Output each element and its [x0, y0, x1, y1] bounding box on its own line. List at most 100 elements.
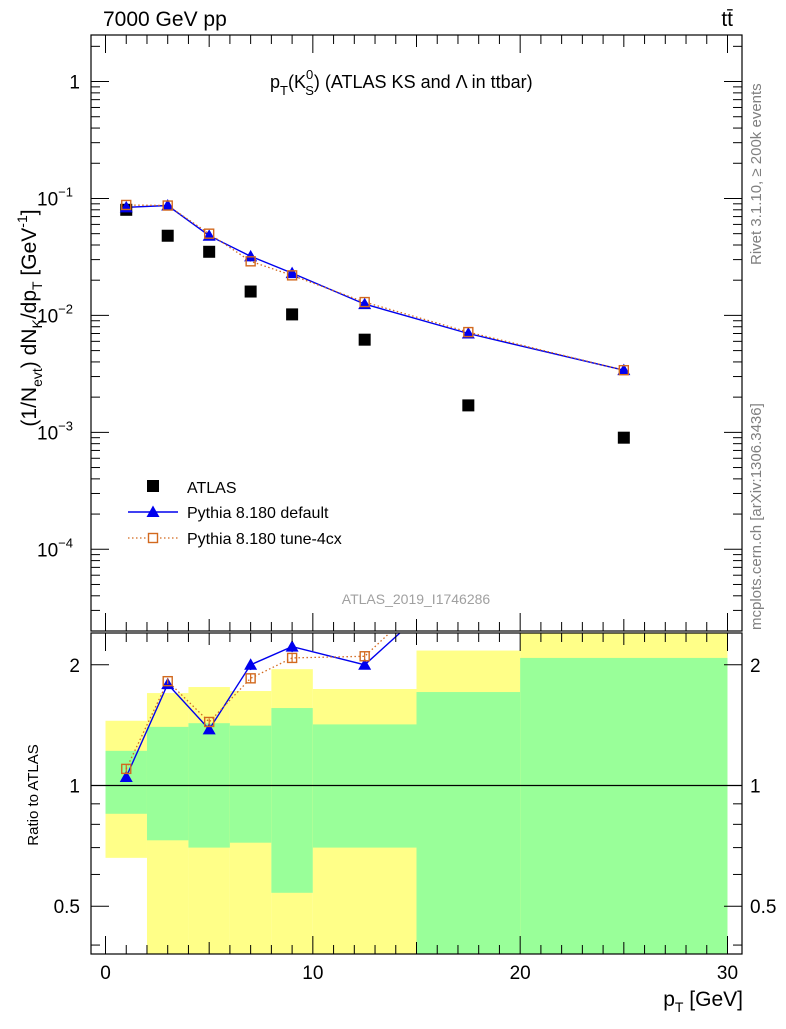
- main-y-axis-label: (1/Nevt) dNK/dpT [GeV-1]: [14, 209, 45, 426]
- rivet-label: Rivet 3.1.10, ≥ 200k events: [748, 83, 765, 265]
- main-series-lines: [126, 204, 624, 371]
- band-stat-0: [105, 750, 147, 814]
- ylabel-d-sup: -1: [14, 215, 30, 228]
- ylabel-a: (1/N: [18, 387, 41, 427]
- main-y-tick-label: 10−1: [37, 184, 73, 210]
- main-panel: 110−110−210−310−4 pT(K0 S) (ATLAS KS and …: [14, 34, 743, 632]
- xlabel-main: p: [663, 988, 675, 1011]
- ratio-y-tick-label-right: 2: [750, 656, 761, 677]
- data-point-tune: [162, 200, 173, 211]
- tick-base: 10: [37, 540, 58, 561]
- data-point-atlas: [244, 285, 257, 298]
- x-axis-label: pT [GeV]: [663, 988, 743, 1015]
- header-left: 7000 GeV pp: [103, 8, 227, 31]
- data-point-tune: [121, 199, 132, 211]
- ratio-point-tune: [245, 673, 256, 684]
- ylabel-b-sub: K: [29, 319, 45, 329]
- ratio-y-tick-label-left: 2: [69, 656, 80, 677]
- ratio-y-tick-label-left: 0.5: [54, 897, 80, 918]
- ratio-point-default: [119, 770, 133, 782]
- main-series-markers: [119, 199, 631, 444]
- ratio-point-default: [202, 722, 216, 735]
- xlabel-unit: [GeV]: [683, 988, 743, 1011]
- ratio-point-tune: [286, 652, 298, 664]
- data-point-atlas: [286, 308, 299, 321]
- data-point-default: [161, 199, 175, 211]
- ratio-y-tick-label-right: 0.5: [750, 897, 776, 918]
- mcplots-label: mcplots.cern.ch [arXiv:1306.3436]: [748, 403, 765, 630]
- tick-base: 10: [37, 189, 58, 210]
- title-lambda: Λ: [451, 72, 468, 92]
- ratio-point-tune: [359, 651, 370, 662]
- data-point-atlas: [462, 399, 475, 412]
- tick-exponent: −3: [58, 418, 73, 433]
- header-right: tt̄: [721, 8, 733, 31]
- data-point-tune: [618, 364, 630, 376]
- ratio-y-tick-label-left: 1: [69, 776, 80, 797]
- title-p: p: [270, 72, 280, 92]
- main-y-tick-label: 10−3: [37, 418, 73, 444]
- x-tick-label: 10: [302, 963, 323, 984]
- ylabel-a-sub: evt: [29, 368, 45, 387]
- ylabel-d: [GeV: [18, 228, 41, 282]
- legend: ATLAS Pythia 8.180 default Pythia 8.180 …: [128, 480, 342, 548]
- ylabel-c: /dp: [18, 290, 41, 319]
- title-K-sub: S: [305, 83, 314, 98]
- data-point-atlas: [617, 431, 630, 444]
- data-point-default: [461, 327, 475, 339]
- ratio-point-default: [285, 640, 299, 652]
- legend-atlas-marker: [147, 480, 159, 492]
- ratio-x-tick-labels: 0 10 20 30: [100, 963, 738, 984]
- legend-tune-label: Pythia 8.180 tune-4cx: [187, 531, 342, 548]
- main-y-ticks: [91, 45, 742, 632]
- chart-title: pT(K0 S) (ATLAS KS and Λ in ttbar): [270, 67, 533, 98]
- legend-atlas-label: ATLAS: [187, 480, 237, 497]
- ratio-y-tick-label-right: 1: [750, 776, 761, 797]
- ratio-point-default: [244, 658, 258, 670]
- data-point-atlas: [161, 229, 174, 242]
- data-point-default: [617, 363, 631, 376]
- x-tick-label: 20: [510, 963, 531, 984]
- data-point-atlas: [203, 245, 216, 258]
- ratio-y-tick-labels: 2 2 1 1 0.5 0.5: [54, 656, 777, 918]
- band-stat-1: [146, 726, 189, 841]
- main-y-tick-labels: 110−110−210−310−4: [37, 73, 80, 562]
- title-T: T: [280, 83, 288, 98]
- title-paren-open: (K: [288, 72, 306, 92]
- data-point-default: [285, 266, 299, 279]
- legend-tune-marker: [147, 532, 159, 544]
- main-y-tick-label: 1: [69, 73, 80, 94]
- main-y-tick-label: 10−4: [37, 535, 73, 561]
- band-stat-4: [271, 708, 313, 893]
- main-series-line-2: [126, 204, 624, 371]
- main-y-tick-label: 10−2: [37, 301, 73, 327]
- ratio-uncertainty-bands: [105, 633, 728, 954]
- ratio-y-axis-label: Ratio to ATLAS: [25, 744, 42, 845]
- band-stat-6: [416, 692, 521, 954]
- ratio-ticks: [91, 633, 742, 954]
- title-tail: in ttbar): [467, 72, 533, 92]
- band-stat-7: [520, 657, 728, 954]
- ratio-series-markers: [119, 640, 372, 782]
- data-point-tune: [245, 256, 256, 267]
- data-point-default: [244, 249, 258, 262]
- ylabel-b: ) dN: [18, 329, 41, 369]
- title-paren-close: ): [314, 72, 320, 92]
- main-x-ticks: [105, 35, 728, 631]
- ylabel-c-sub: T: [29, 281, 45, 290]
- tick-base: 10: [37, 423, 58, 444]
- data-point-tune: [203, 228, 215, 239]
- data-point-atlas: [358, 333, 371, 346]
- tick-exponent: −2: [58, 301, 73, 316]
- ratio-point-tune: [203, 716, 215, 728]
- title-rest: (ATLAS KS and: [320, 72, 451, 92]
- x-tick-label: 30: [717, 963, 738, 984]
- main-series-line-1: [126, 204, 624, 371]
- x-tick-label: 0: [100, 963, 111, 984]
- analysis-watermark: ATLAS_2019_I1746286: [342, 591, 491, 607]
- tick-exponent: −1: [58, 184, 73, 199]
- ratio-panel: 2 2 1 1 0.5 0.5 0 10 20 30 Ratio to ATLAS pT [Ge…: [25, 632, 777, 1015]
- tick-exponent: −4: [58, 535, 73, 550]
